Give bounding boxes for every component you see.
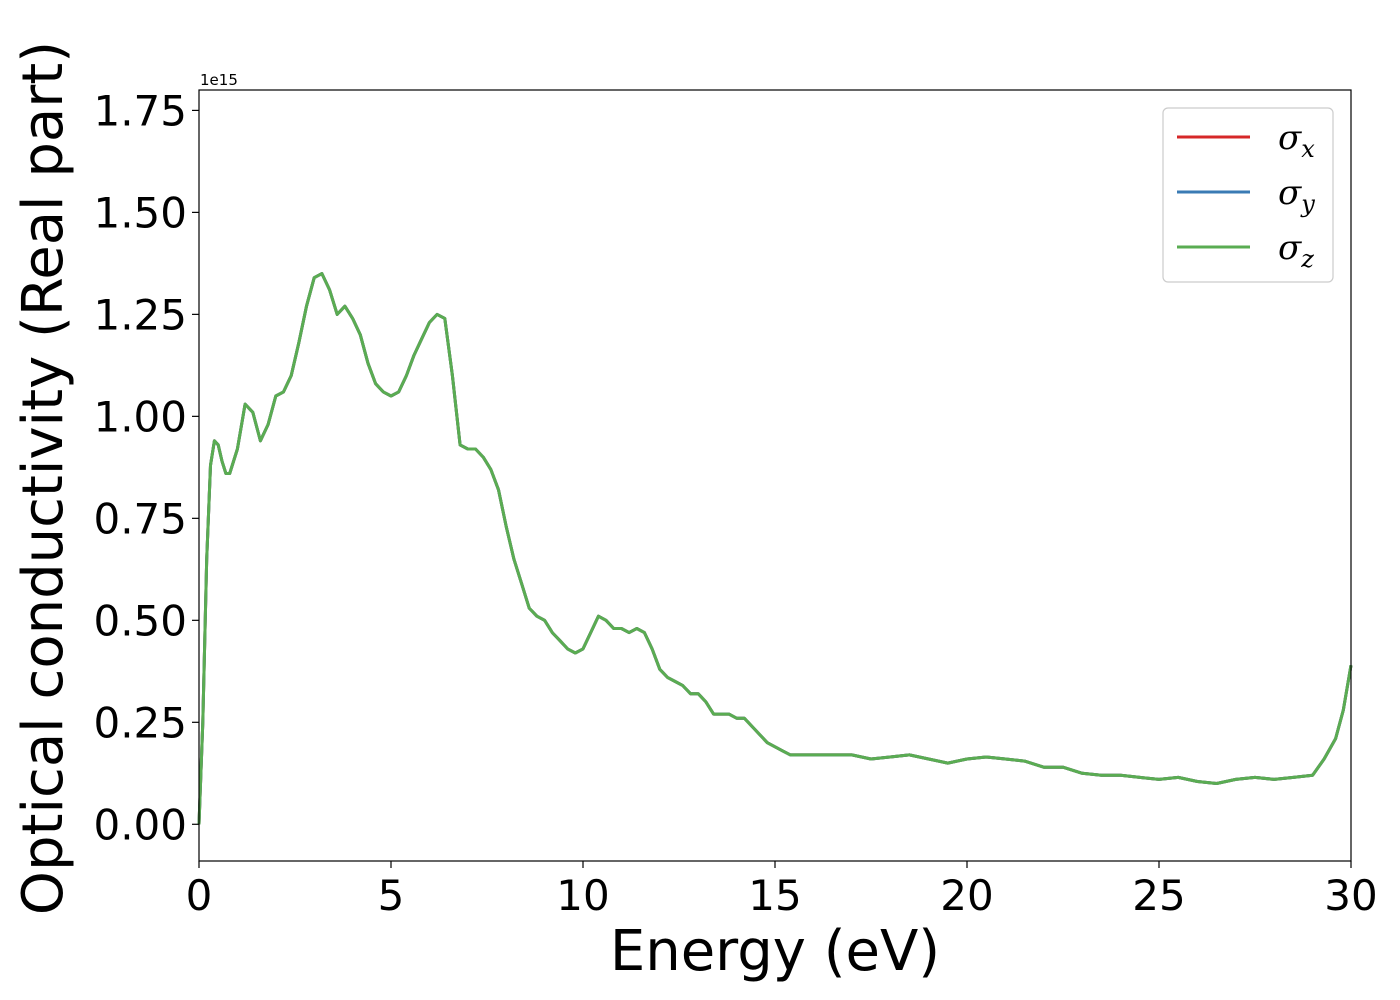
x-tick-label: 30: [1324, 871, 1377, 920]
y-tick-label: 0.25: [93, 698, 187, 747]
x-axis-ticks: 0 5 10 15 20 25 30: [186, 861, 1378, 920]
y-tick-label: 0.75: [93, 494, 187, 543]
y-axis-label: Optical conductivity (Real part): [11, 41, 76, 915]
y-tick-label: 1.75: [93, 86, 187, 135]
x-tick-label: 20: [940, 871, 993, 920]
series-curves: [197, 272, 1353, 825]
x-tick-label: 15: [748, 871, 801, 920]
y-tick-label: 1.25: [93, 290, 187, 339]
y-axis-ticks: 0.00 0.25 0.50 0.75 1.00 1.25 1.50 1.75: [93, 86, 199, 849]
legend-label-x: σx: [1278, 118, 1315, 163]
series-line-x: [197, 272, 1353, 825]
x-tick-label: 10: [556, 871, 609, 920]
y-tick-label: 0.50: [93, 596, 187, 645]
y-tick-label: 1.00: [93, 392, 187, 441]
legend: σx σy σz: [1162, 107, 1334, 283]
y-offset-label: 1e15: [200, 71, 238, 89]
y-tick-label: 1.50: [93, 188, 187, 237]
legend-box: [1162, 107, 1334, 283]
x-tick-label: 0: [186, 871, 213, 920]
x-tick-label: 5: [378, 871, 405, 920]
y-tick-label: 0.00: [93, 800, 187, 849]
legend-label-z: σz: [1278, 228, 1314, 273]
x-axis-label: Energy (eV): [610, 919, 940, 984]
series-line-y: [197, 272, 1353, 825]
legend-items: σx σy σz: [1177, 118, 1315, 273]
series-line-z: [197, 272, 1353, 825]
x-tick-label: 25: [1132, 871, 1185, 920]
legend-label-y: σy: [1278, 173, 1315, 218]
